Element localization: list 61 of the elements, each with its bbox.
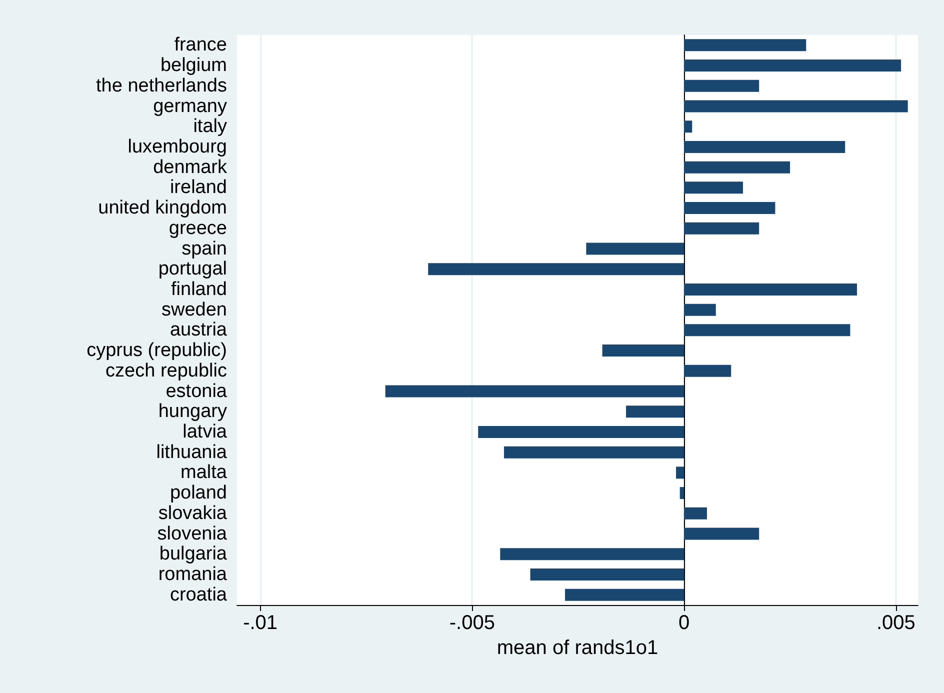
bar	[684, 80, 760, 92]
x-tick-label: -.01	[243, 612, 278, 634]
y-tick-label: bulgaria	[159, 544, 228, 565]
x-tick-label: -.005	[449, 612, 495, 634]
bar	[586, 242, 684, 255]
y-tick-label: poland	[170, 482, 227, 504]
x-tick-label: .005	[876, 612, 916, 634]
y-tick-label: estonia	[166, 380, 228, 402]
y-tick-label: hungary	[158, 401, 228, 422]
bar	[684, 140, 846, 153]
bar	[680, 487, 684, 500]
y-tick-label: france	[174, 34, 227, 56]
y-tick-label: malta	[180, 462, 228, 484]
bar	[684, 364, 732, 377]
y-tick-label: germany	[153, 96, 228, 117]
bar	[478, 426, 684, 438]
bar	[684, 120, 692, 133]
y-tick-label: latvia	[182, 421, 228, 442]
bar	[530, 568, 684, 580]
y-tick-label: denmark	[153, 156, 228, 178]
x-tick-label: 0	[678, 612, 690, 634]
bar	[684, 528, 760, 540]
bar	[684, 304, 716, 316]
y-tick-label: italy	[193, 116, 228, 138]
bar	[684, 507, 707, 520]
bar	[626, 406, 684, 418]
y-tick-label: spain	[182, 238, 227, 260]
bar	[684, 283, 857, 296]
y-tick-label: slovenia	[157, 523, 228, 544]
y-tick-label: austria	[170, 320, 228, 341]
y-tick-label: czech republic	[106, 360, 227, 382]
y-tick-label: luxembourg	[128, 136, 227, 158]
y-tick-label: croatia	[170, 584, 228, 606]
bar	[676, 466, 684, 479]
bar	[428, 263, 684, 276]
bar	[684, 161, 790, 174]
bar	[684, 60, 902, 72]
bar	[602, 344, 684, 357]
y-tick-label: portugal	[158, 258, 227, 280]
y-tick-label: the netherlands	[96, 75, 227, 96]
bar	[684, 39, 806, 52]
y-tick-label: finland	[171, 278, 227, 300]
bar	[385, 385, 684, 398]
bar	[684, 222, 760, 234]
bar	[684, 100, 908, 112]
bar	[684, 324, 850, 336]
bar	[504, 446, 684, 458]
x-axis-title: mean of rands1o1	[496, 636, 658, 659]
y-tick-label: romania	[158, 564, 228, 585]
bar	[684, 182, 743, 194]
y-tick-label: sweden	[162, 299, 227, 320]
y-tick-label: cyprus (republic)	[86, 340, 227, 362]
y-tick-label: united kingdom	[98, 198, 227, 219]
y-tick-label: lithuania	[156, 442, 228, 463]
bar	[500, 548, 684, 560]
y-tick-label: ireland	[170, 177, 227, 198]
bar	[684, 202, 776, 214]
y-tick-label: greece	[168, 218, 227, 239]
bar	[565, 588, 684, 601]
y-tick-label: belgium	[160, 55, 227, 76]
y-tick-label: slovakia	[158, 502, 228, 524]
